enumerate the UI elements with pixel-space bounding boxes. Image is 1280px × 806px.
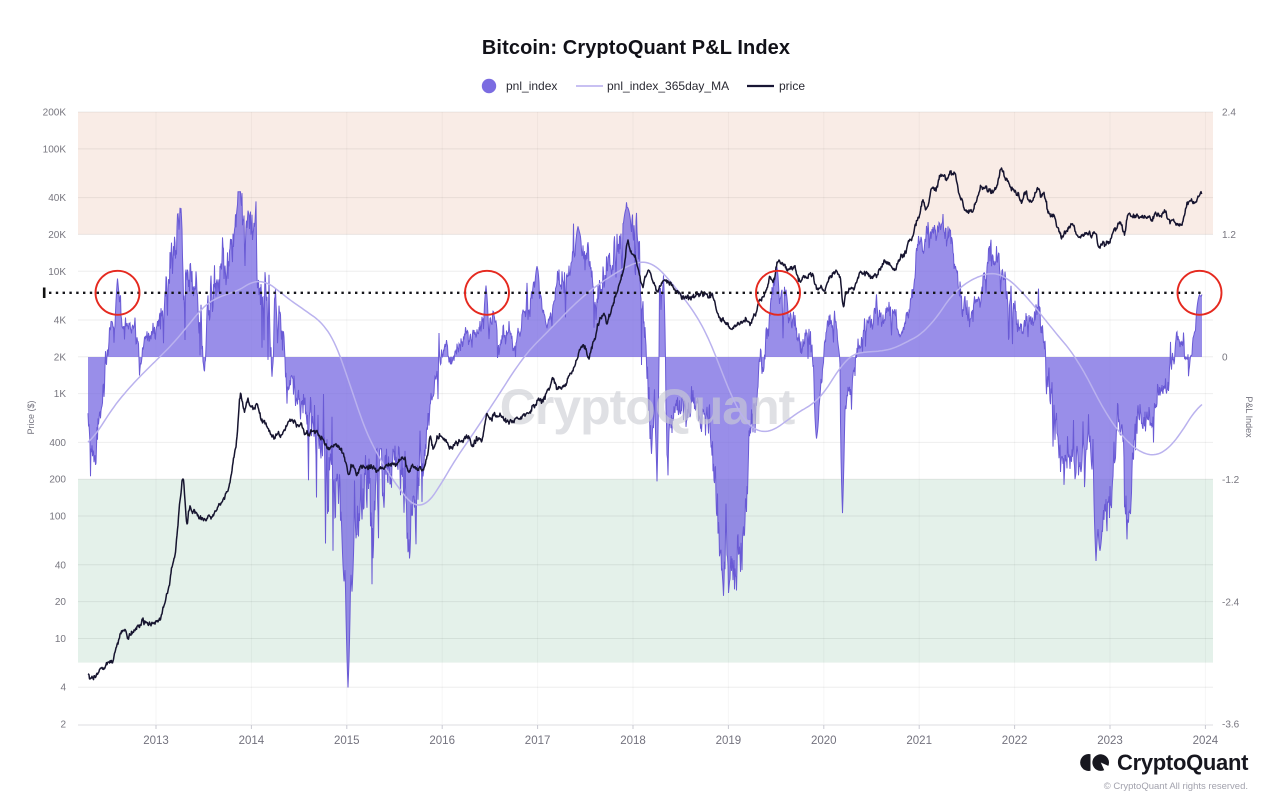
svg-text:100K: 100K (43, 144, 67, 155)
svg-text:200K: 200K (43, 108, 67, 119)
svg-text:2.4: 2.4 (1222, 108, 1236, 119)
svg-text:40: 40 (55, 560, 67, 571)
svg-text:Price ($): Price ($) (26, 400, 36, 434)
svg-text:400: 400 (49, 438, 66, 449)
svg-text:CryptoQuant: CryptoQuant (1117, 750, 1249, 775)
svg-text:© CryptoQuant All rights reser: © CryptoQuant All rights reserved. (1104, 781, 1248, 792)
svg-text:1.2: 1.2 (1222, 230, 1236, 241)
svg-text:Bitcoin: CryptoQuant P&L Index: Bitcoin: CryptoQuant P&L Index (482, 37, 790, 59)
svg-text:2016: 2016 (429, 735, 455, 747)
svg-text:10K: 10K (48, 267, 66, 278)
svg-text:20K: 20K (48, 230, 66, 241)
svg-text:100: 100 (49, 512, 66, 523)
svg-text:40K: 40K (48, 193, 66, 204)
svg-text:4: 4 (60, 683, 66, 694)
svg-text:P&L Index: P&L Index (1244, 396, 1254, 438)
svg-text:10: 10 (55, 634, 67, 645)
svg-text:0: 0 (1222, 353, 1228, 364)
svg-text:2019: 2019 (716, 735, 742, 747)
svg-text:2015: 2015 (334, 735, 360, 747)
svg-text:-2.4: -2.4 (1222, 597, 1240, 608)
svg-text:pnl_index_365day_MA: pnl_index_365day_MA (607, 79, 729, 93)
svg-text:2020: 2020 (811, 735, 837, 747)
svg-text:-3.6: -3.6 (1222, 720, 1240, 731)
svg-text:2022: 2022 (1002, 735, 1028, 747)
svg-text:2023: 2023 (1097, 735, 1123, 747)
svg-text:-1.2: -1.2 (1222, 475, 1240, 486)
svg-text:pnl_index: pnl_index (506, 79, 557, 93)
svg-text:2024: 2024 (1193, 735, 1219, 747)
svg-text:2021: 2021 (906, 735, 932, 747)
svg-text:4K: 4K (54, 316, 67, 327)
svg-text:200: 200 (49, 475, 66, 486)
svg-text:2018: 2018 (620, 735, 646, 747)
svg-text:2K: 2K (54, 352, 67, 363)
svg-text:20: 20 (55, 597, 67, 608)
svg-text:2014: 2014 (239, 735, 265, 747)
svg-text:2: 2 (60, 720, 66, 731)
svg-text:2017: 2017 (525, 735, 551, 747)
svg-text:1K: 1K (54, 389, 67, 400)
svg-text:price: price (779, 79, 805, 93)
svg-text:2013: 2013 (143, 735, 169, 747)
